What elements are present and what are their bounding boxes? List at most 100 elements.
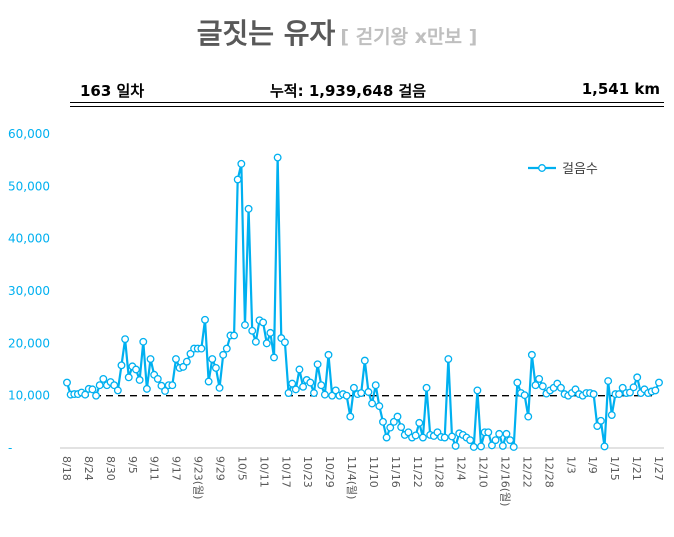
data-point	[487, 441, 496, 450]
data-point	[179, 362, 188, 371]
x-tick-label: 10/17	[279, 456, 292, 488]
data-point	[161, 387, 170, 395]
x-tick-label: 12/16(월)	[499, 456, 512, 506]
data-point	[415, 418, 424, 427]
data-point	[607, 411, 616, 419]
y-tick-label: 50,000	[8, 179, 50, 193]
x-tick-label: 10/5	[235, 456, 248, 481]
y-tick-label: 10,000	[8, 389, 50, 403]
data-point	[509, 443, 518, 451]
x-tick-label: 12/4	[455, 456, 468, 481]
data-point	[444, 355, 453, 363]
x-tick-label: 11/16	[389, 456, 402, 488]
data-point	[63, 378, 71, 387]
x-tick-label: 8/18	[60, 456, 73, 481]
data-point	[284, 389, 293, 397]
x-tick-label: 1/21	[630, 456, 643, 481]
x-tick-label: 10/23	[301, 456, 314, 488]
data-point	[233, 175, 242, 184]
data-point	[81, 390, 90, 399]
x-tick-label: 12/22	[520, 456, 533, 488]
data-point	[266, 328, 275, 337]
data-point	[393, 412, 402, 421]
data-point	[222, 344, 231, 353]
data-point	[506, 436, 515, 445]
data-point	[596, 416, 605, 425]
data-point	[473, 386, 482, 395]
data-point	[404, 428, 413, 437]
data-point	[618, 383, 627, 392]
x-tick-label: 12/28	[542, 456, 555, 488]
data-point	[295, 365, 304, 374]
data-point	[139, 337, 148, 346]
data-point	[411, 431, 420, 440]
legend-marker	[538, 164, 546, 172]
data-point	[331, 386, 340, 395]
data-point	[324, 350, 333, 359]
data-point	[538, 382, 547, 391]
data-point	[291, 385, 300, 394]
data-point	[484, 428, 493, 437]
data-point	[379, 417, 387, 426]
total-steps: 누적: 1,939,648 걸음	[270, 82, 427, 100]
data-point	[251, 337, 260, 346]
y-tick-label: 60,000	[8, 127, 50, 141]
data-point	[204, 377, 213, 386]
data-point	[600, 442, 609, 451]
data-point	[469, 443, 478, 451]
data-point	[208, 355, 217, 363]
data-point	[244, 204, 253, 213]
data-point	[589, 390, 598, 399]
y-tick-label: 30,000	[8, 284, 50, 298]
data-point	[172, 355, 180, 363]
x-tick-label: 9/11	[148, 456, 161, 481]
data-point	[531, 381, 540, 390]
data-point	[288, 379, 297, 388]
data-point	[117, 361, 126, 370]
data-point	[397, 423, 406, 432]
data-point	[502, 429, 511, 438]
data-point	[306, 378, 315, 387]
data-point	[182, 357, 191, 366]
data-point	[418, 433, 427, 442]
x-tick-label: 12/10	[477, 456, 490, 488]
data-point	[513, 378, 522, 387]
data-point	[320, 390, 329, 399]
data-point	[349, 383, 358, 392]
title-main: 글짓는 유자	[196, 17, 336, 50]
data-point	[451, 441, 460, 450]
x-tick-label: 11/28	[433, 456, 446, 488]
data-point	[248, 326, 257, 335]
x-tick-label: 11/10	[367, 456, 380, 488]
x-tick-label: 1/27	[652, 456, 665, 481]
data-point	[313, 360, 322, 369]
x-tick-label: 10/29	[323, 456, 336, 488]
x-tick-label: 9/5	[126, 456, 139, 474]
data-point	[556, 383, 565, 392]
data-point	[237, 159, 246, 168]
data-point	[219, 350, 228, 359]
data-point	[477, 442, 485, 451]
data-point	[142, 384, 151, 393]
data-point	[360, 356, 369, 365]
data-point	[157, 381, 166, 390]
data-point	[615, 390, 623, 399]
data-point	[342, 391, 351, 400]
legend-label: 걸음수	[562, 162, 598, 177]
data-point	[273, 153, 282, 162]
data-point	[186, 349, 195, 358]
data-point	[241, 321, 249, 329]
data-point	[364, 388, 373, 396]
data-point	[495, 429, 504, 438]
data-point	[270, 353, 278, 362]
x-tick-label: 8/24	[82, 456, 95, 481]
data-point	[375, 402, 384, 411]
data-point	[440, 433, 449, 442]
page-title: 글짓는 유자 [ 걷기왕 ⅹ만보 ]	[0, 12, 674, 52]
data-point	[280, 338, 289, 347]
data-point	[197, 344, 206, 353]
x-tick-label: 8/30	[104, 456, 117, 481]
data-point	[498, 441, 507, 450]
data-point	[371, 381, 380, 390]
